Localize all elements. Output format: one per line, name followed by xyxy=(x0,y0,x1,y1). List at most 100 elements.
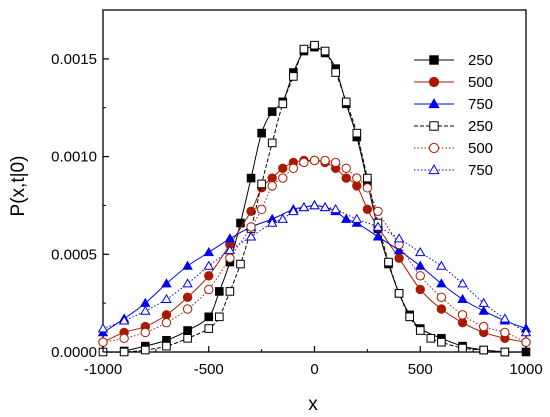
data-point xyxy=(161,310,172,320)
data-point xyxy=(436,292,447,302)
legend-label: 250 xyxy=(468,52,493,69)
x-tick-label: 500 xyxy=(408,361,433,378)
data-point xyxy=(429,55,439,65)
data-point xyxy=(257,128,266,138)
data-point xyxy=(267,107,277,116)
data-point xyxy=(246,173,256,183)
data-point xyxy=(330,203,341,214)
data-point xyxy=(182,304,193,314)
data-point xyxy=(499,313,511,323)
x-tick-label: -1000 xyxy=(84,361,122,378)
data-point xyxy=(225,253,235,263)
data-point xyxy=(309,200,320,210)
data-point xyxy=(267,173,277,183)
data-point xyxy=(215,312,224,322)
data-point xyxy=(319,202,331,212)
data-point xyxy=(266,217,278,227)
data-point xyxy=(428,142,440,154)
data-point xyxy=(204,324,214,333)
data-point xyxy=(278,173,288,183)
x-tick-label: 0 xyxy=(310,361,318,378)
data-point xyxy=(437,337,446,347)
data-point xyxy=(288,205,299,216)
data-point xyxy=(436,278,447,288)
data-point xyxy=(384,257,393,267)
y-axis-title: P(x,t|0) xyxy=(8,156,29,217)
data-point xyxy=(352,173,362,183)
data-point xyxy=(98,337,108,347)
data-point xyxy=(394,253,404,263)
data-point xyxy=(426,334,436,343)
data-point xyxy=(257,179,266,189)
data-point xyxy=(341,173,351,183)
data-point xyxy=(457,278,468,288)
data-point xyxy=(500,347,510,357)
data-point xyxy=(267,138,277,148)
legend-item: 500 xyxy=(414,140,493,157)
legend-label: 500 xyxy=(468,74,493,91)
data-point xyxy=(330,157,341,168)
data-point xyxy=(373,206,383,216)
legend-label: 250 xyxy=(468,118,493,135)
x-tick-label: 1000 xyxy=(509,361,542,378)
x-axis-title: x xyxy=(308,394,318,415)
data-point xyxy=(428,164,440,175)
data-point xyxy=(204,284,214,295)
data-point xyxy=(458,343,467,353)
data-point xyxy=(351,213,363,223)
data-point xyxy=(457,293,468,304)
data-point xyxy=(394,289,404,298)
data-point xyxy=(428,98,440,109)
data-point xyxy=(119,333,129,344)
data-point xyxy=(320,155,330,166)
data-point xyxy=(521,337,531,347)
series-6 xyxy=(97,200,532,337)
data-point xyxy=(362,204,373,215)
data-point xyxy=(225,287,235,296)
data-point xyxy=(320,46,330,56)
data-point xyxy=(141,345,150,355)
data-point xyxy=(299,157,309,168)
data-point xyxy=(372,231,384,241)
data-point xyxy=(331,68,340,77)
data-point xyxy=(436,260,447,270)
legend-label: 500 xyxy=(468,140,493,157)
series-line xyxy=(102,204,527,333)
data-point xyxy=(341,97,351,107)
data-point xyxy=(182,260,193,270)
legend-item: 500 xyxy=(414,74,493,91)
data-point xyxy=(161,293,172,304)
data-point xyxy=(429,121,439,131)
data-point xyxy=(352,128,362,138)
data-point xyxy=(415,260,426,270)
data-point xyxy=(236,218,245,228)
data-point xyxy=(299,44,309,54)
data-point xyxy=(436,304,447,314)
data-point xyxy=(162,341,171,351)
data-point xyxy=(182,292,193,302)
data-point xyxy=(182,278,193,288)
data-point xyxy=(479,345,488,355)
legend-item: 250 xyxy=(414,118,493,135)
data-point xyxy=(352,181,362,191)
data-point xyxy=(267,181,277,191)
legend-item: 750 xyxy=(414,162,493,179)
data-point xyxy=(363,173,372,183)
legend-item: 750 xyxy=(414,96,493,113)
data-point xyxy=(277,213,289,223)
y-tick-label: 0.0005 xyxy=(51,246,97,263)
data-point xyxy=(236,259,245,269)
data-point xyxy=(97,323,109,333)
series-4 xyxy=(98,40,510,357)
data-point xyxy=(289,72,298,81)
data-point xyxy=(140,305,151,315)
data-point xyxy=(479,321,489,332)
y-tick-label: 0.0015 xyxy=(51,51,97,68)
data-point xyxy=(478,305,489,315)
series-5 xyxy=(98,155,531,347)
data-point xyxy=(298,202,310,212)
legend-item: 250 xyxy=(414,52,493,69)
data-point xyxy=(224,233,236,243)
data-point xyxy=(183,334,192,343)
